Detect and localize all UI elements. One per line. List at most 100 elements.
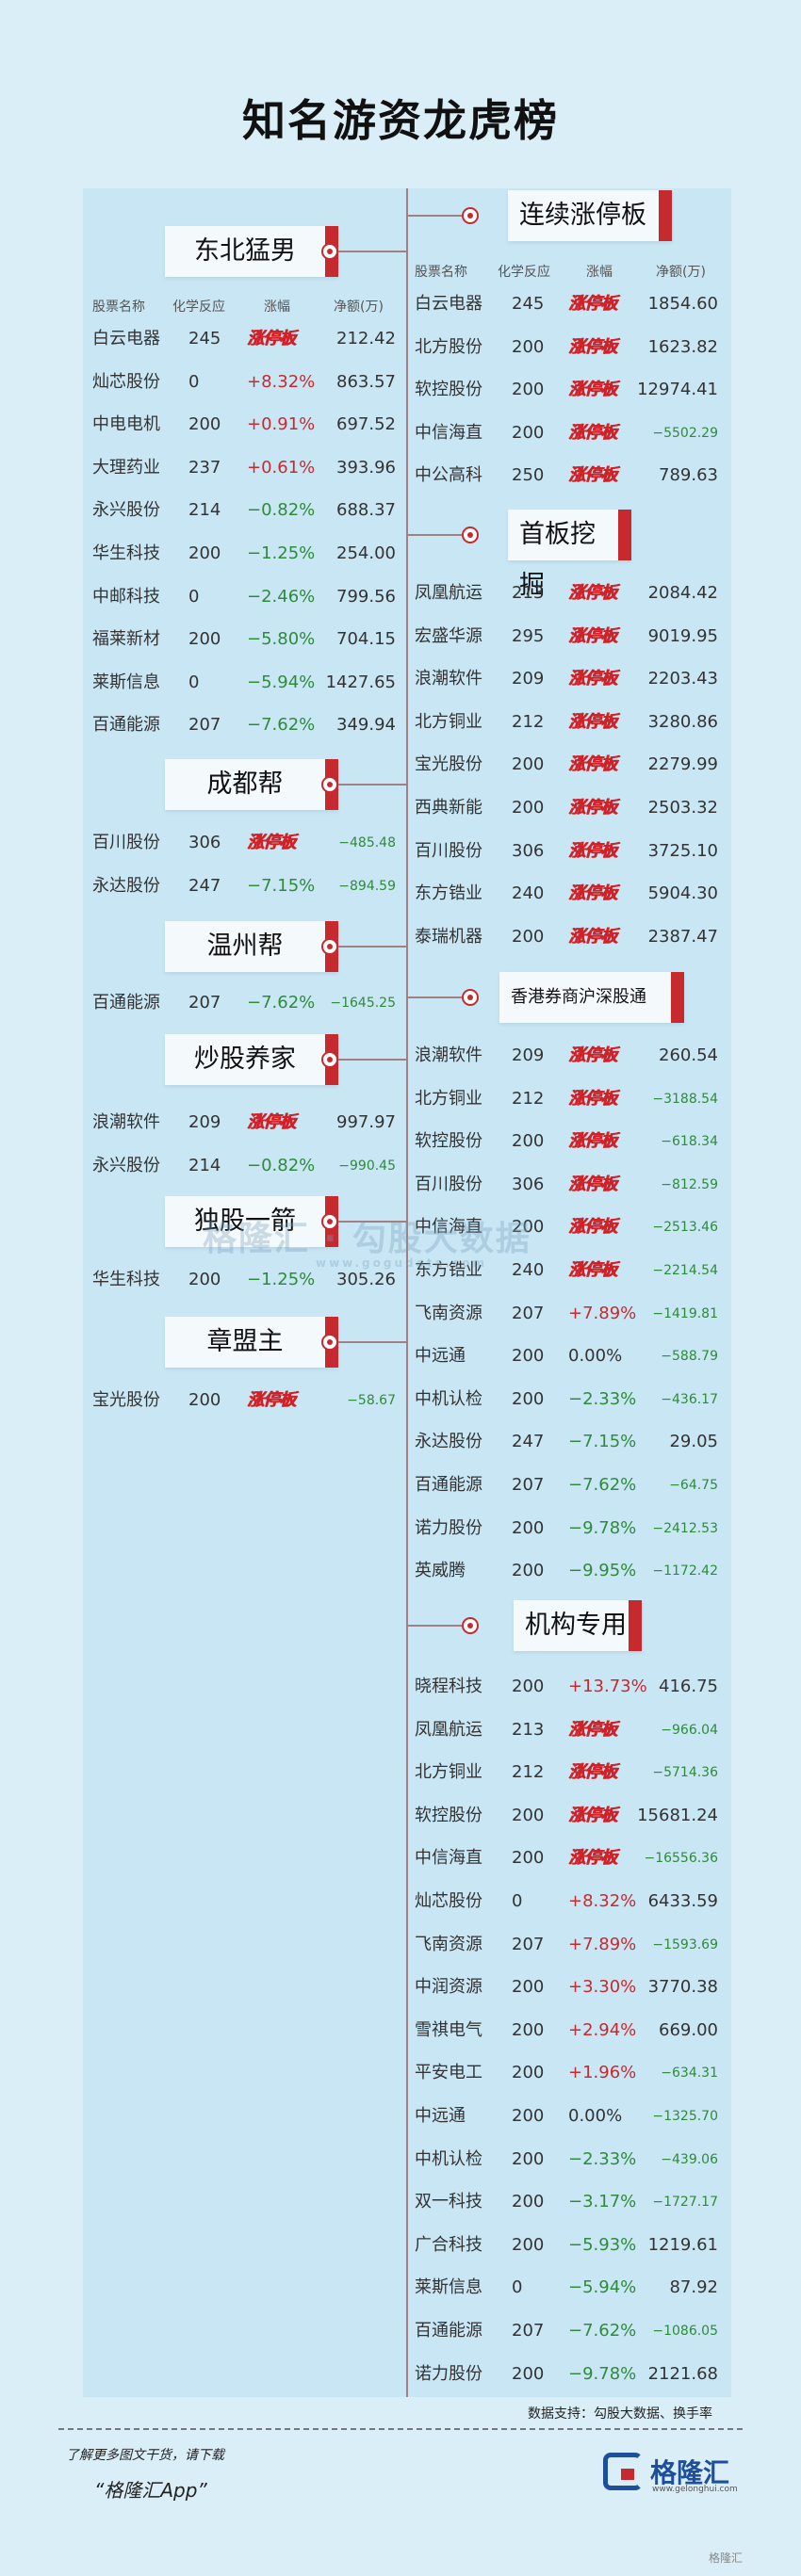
- connector-line: [408, 534, 462, 536]
- change-pct: +3.30%: [568, 1977, 637, 1998]
- change-pct: +7.89%: [568, 1934, 637, 1954]
- stock-name: 广合科技: [415, 2234, 482, 2255]
- net-amount: −1645.25: [330, 996, 396, 1011]
- stock-name: 百川股份: [415, 840, 482, 861]
- stock-name: 飞南资源: [415, 1934, 482, 1954]
- change-pct: −9.78%: [568, 2363, 637, 2384]
- stock-name: 浪潮软件: [92, 1112, 160, 1132]
- net-amount: 29.05: [669, 1432, 718, 1452]
- stock-name: 宝光股份: [415, 754, 482, 775]
- column-label: 化学反应: [172, 300, 225, 315]
- net-amount: 254.00: [336, 543, 396, 563]
- stock-name: 白云电器: [415, 294, 482, 314]
- table-row: 凤凰航运 213 涨停板 −966.04: [415, 1716, 721, 1744]
- change-pct: −2.33%: [568, 1388, 637, 1409]
- column-label: 涨幅: [264, 300, 290, 315]
- stock-name: 白云电器: [92, 329, 160, 348]
- change-pct: −7.62%: [568, 1475, 637, 1495]
- table-row: 平安电工 200 +1.96% −634.31: [415, 2059, 721, 2087]
- change-pct: −7.62%: [247, 715, 316, 736]
- timeline-dot: [321, 776, 338, 793]
- net-amount: 789.63: [659, 465, 718, 486]
- table-row: 飞南资源 207 +7.89% −1593.69: [415, 1931, 721, 1959]
- change-pct: −2.33%: [568, 2148, 637, 2169]
- logo-url: www.gelonghui.com: [652, 2485, 738, 2494]
- section-tag: 成都帮: [165, 759, 338, 810]
- reaction-code: 212: [512, 1088, 545, 1109]
- table-row: 英威腾 200 −9.95% −1172.42: [415, 1557, 721, 1585]
- net-amount: −894.59: [338, 878, 396, 894]
- reaction-code: 207: [188, 715, 221, 736]
- reaction-code: 200: [512, 926, 545, 947]
- net-amount: −1593.69: [652, 1936, 718, 1952]
- reaction-code: 200: [512, 2192, 545, 2212]
- limit-up-badge: 涨停板: [568, 669, 617, 689]
- reaction-code: 200: [512, 1805, 545, 1825]
- limit-up-badge: 涨停板: [568, 840, 617, 861]
- table-row: 飞南资源 207 +7.89% −1419.81: [415, 1300, 721, 1328]
- table-row: 白云电器 245 涨停板 1854.60: [415, 290, 721, 318]
- stock-name: 浪潮软件: [415, 669, 482, 689]
- change-pct: −7.15%: [247, 875, 316, 896]
- section-tag: 独股一箭: [165, 1196, 338, 1247]
- reaction-code: 200: [512, 380, 545, 400]
- change-pct: +0.91%: [247, 414, 316, 435]
- timeline-axis: [406, 188, 408, 2397]
- page-title: 知名游资龙虎榜: [242, 95, 559, 146]
- limit-up-badge: 涨停板: [568, 1260, 617, 1280]
- connector-line: [336, 784, 406, 786]
- timeline-dot: [321, 1334, 338, 1351]
- stock-name: 凤凰航运: [415, 583, 482, 603]
- column-label: 涨幅: [586, 265, 613, 280]
- stock-name: 浪潮软件: [415, 1045, 482, 1065]
- net-amount: 704.15: [336, 629, 396, 650]
- stock-name: 宏盛华源: [415, 625, 482, 646]
- change-pct: −9.78%: [568, 1517, 637, 1538]
- connector-line: [336, 1341, 406, 1343]
- reaction-code: 214: [188, 1155, 221, 1175]
- connector-line: [408, 1625, 462, 1627]
- table-row: 中信海直 200 涨停板 −16556.36: [415, 1844, 721, 1872]
- net-amount: 9019.95: [647, 625, 718, 646]
- stock-name: 英威腾: [415, 1561, 466, 1581]
- reaction-code: 207: [188, 993, 221, 1013]
- section-tag: 东北猛男: [165, 226, 338, 277]
- reaction-code: 200: [512, 1517, 545, 1538]
- table-row: 百通能源 207 −7.62% −1086.05: [415, 2317, 721, 2345]
- table-row: 华生科技 200 −1.25% 305.26: [92, 1266, 399, 1294]
- timeline-dot: [321, 1213, 338, 1230]
- reaction-code: 250: [512, 465, 545, 486]
- stock-name: 中远通: [415, 2106, 466, 2126]
- net-amount: 697.52: [336, 414, 396, 435]
- net-amount: 416.75: [659, 1677, 718, 1696]
- net-amount: 799.56: [336, 586, 396, 607]
- stock-name: 东方锆业: [415, 1260, 482, 1280]
- stock-name: 诺力股份: [415, 2363, 482, 2384]
- change-pct: −5.93%: [568, 2234, 637, 2255]
- stock-name: 福莱新材: [92, 629, 160, 650]
- change-pct: −9.95%: [568, 1561, 637, 1581]
- table-row: 中远通 200 0.00% −1325.70: [415, 2102, 721, 2130]
- reaction-code: 0: [512, 1891, 523, 1911]
- table-row: 百通能源 207 −7.62% 349.94: [92, 711, 399, 739]
- net-amount: −16556.36: [644, 1851, 718, 1867]
- table-row: 浪潮软件 209 涨停板 2203.43: [415, 665, 721, 693]
- reaction-code: 200: [512, 754, 545, 775]
- table-row: 永兴股份 214 −0.82% 688.37: [92, 496, 399, 525]
- net-amount: −485.48: [338, 835, 396, 851]
- table-row: 永达股份 247 −7.15% −894.59: [92, 872, 399, 900]
- net-amount: −812.59: [661, 1176, 718, 1192]
- column-header: 股票名称 化学反应 涨幅 净额(万): [415, 262, 721, 281]
- connector-line: [408, 996, 462, 998]
- reaction-code: 240: [512, 1260, 545, 1280]
- reaction-code: 209: [512, 669, 545, 689]
- net-amount: −2214.54: [652, 1263, 718, 1278]
- table-row: 凤凰航运 213 涨停板 2084.42: [415, 579, 721, 608]
- net-amount: 15681.24: [637, 1805, 718, 1825]
- change-pct: +1.96%: [568, 2063, 637, 2083]
- corner-watermark: 格隆汇: [709, 2552, 744, 2565]
- change-pct: −0.82%: [247, 1155, 316, 1175]
- change-pct: +2.94%: [568, 2019, 637, 2040]
- reaction-code: 200: [512, 422, 545, 443]
- table-row: 北方铜业 212 涨停板 −5714.36: [415, 1758, 721, 1787]
